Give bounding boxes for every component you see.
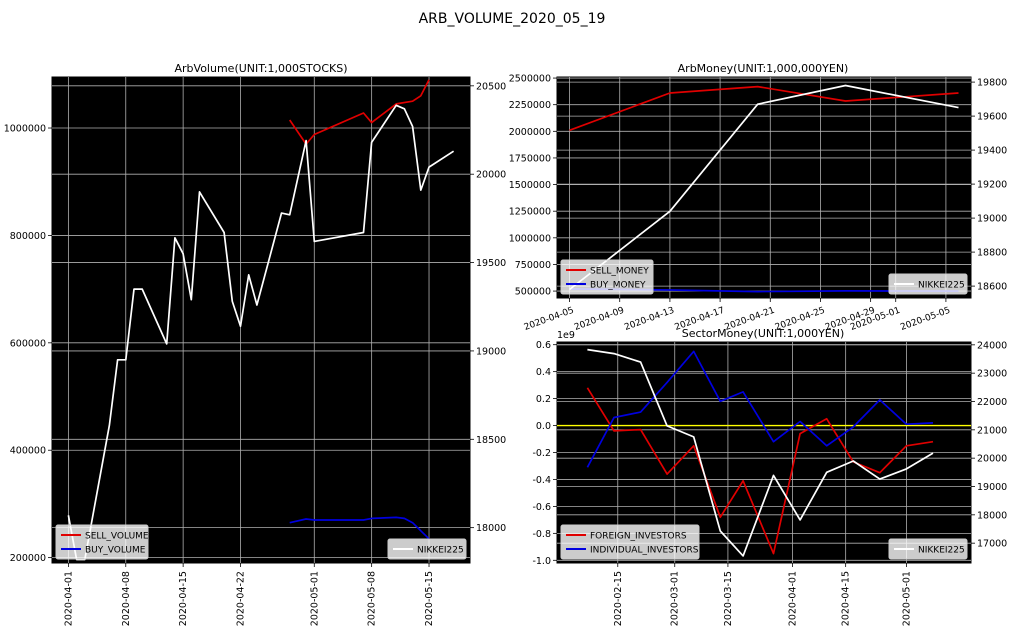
arbmoney-y2tick-label: 18800 bbox=[977, 248, 1007, 259]
arbmoney-series-nikkei225 bbox=[568, 84, 959, 291]
arbvolume-xtick-label: 2020-04-08 bbox=[121, 571, 132, 626]
arbmoney-legend-label: SELL_MONEY bbox=[590, 267, 649, 277]
arbmoney-y2tick-label: 18600 bbox=[977, 282, 1007, 293]
sectormoney-ytick-label: -0.4 bbox=[532, 475, 551, 486]
arbmoney-xtick-label: 2020-04-09 bbox=[573, 306, 626, 333]
arbmoney-ytick-label: 2000000 bbox=[509, 127, 551, 138]
sectormoney-y2tick-label: 23000 bbox=[977, 369, 1007, 380]
arbvolume-xtick-label: 2020-04-22 bbox=[236, 571, 247, 626]
arbmoney-y2tick-label: 19000 bbox=[977, 214, 1007, 225]
arbmoney-xtick-label: 2020-04-05 bbox=[523, 306, 576, 333]
sectormoney-ytick-label: 0.4 bbox=[536, 367, 551, 378]
arbmoney-panel: ArbMoney(UNIT:1,000,000YEN) 2020-04-0520… bbox=[509, 62, 1008, 333]
sectormoney-y2tick-label: 19000 bbox=[977, 482, 1007, 493]
arbmoney-y2tick-label: 19200 bbox=[977, 180, 1007, 191]
arbvolume-y2tick-label: 18000 bbox=[476, 523, 506, 534]
arbvolume-y2tick-label: 20500 bbox=[476, 81, 506, 92]
sectormoney-xtick-label: 2020-03-15 bbox=[723, 571, 734, 626]
arbmoney-ytick-label: 750000 bbox=[515, 260, 551, 271]
arbvolume-xtick-label: 2020-05-15 bbox=[424, 571, 435, 626]
sectormoney-y2tick-label: 17000 bbox=[977, 539, 1007, 550]
arbmoney-ytick-label: 2500000 bbox=[509, 74, 551, 85]
arbvolume-panel: ArbVolume(UNIT:1,000STOCKS) 2020-04-01 20… bbox=[4, 62, 507, 626]
arbvolume-ytick-label: 1000000 bbox=[4, 124, 46, 135]
arbvolume-plot-area bbox=[51, 76, 471, 564]
arbvolume-legend-label: NIKKEI225 bbox=[417, 546, 464, 556]
arbvolume-y2tick-label: 18500 bbox=[476, 435, 506, 446]
arbmoney-xtick-label: 2020-05-05 bbox=[899, 306, 952, 333]
arbmoney-legend-label: NIKKEI225 bbox=[918, 281, 965, 291]
arbvolume-y2tick-label: 19500 bbox=[476, 258, 506, 269]
sectormoney-xtick-label: 2020-04-15 bbox=[841, 571, 852, 626]
sectormoney-panel: SectorMoney(UNIT:1,000YEN) 2020-02-15 202… bbox=[532, 327, 1007, 626]
figure-suptitle: ARB_VOLUME_2020_05_19 bbox=[419, 11, 606, 27]
arbmoney-legend-left bbox=[560, 259, 654, 295]
sectormoney-legend-right bbox=[888, 538, 968, 560]
arbmoney-y2tick-label: 19400 bbox=[977, 146, 1007, 157]
sectormoney-legend-label: NIKKEI225 bbox=[918, 546, 965, 556]
arbvolume-legend-label: SELL_VOLUME bbox=[85, 532, 149, 542]
arbvolume-ytick-label: 600000 bbox=[10, 338, 46, 349]
arbmoney-legend-right bbox=[888, 273, 968, 295]
sectormoney-y2tick-label: 18000 bbox=[977, 510, 1007, 521]
arbmoney-series-sell-money bbox=[569, 85, 959, 132]
sectormoney-ytick-label: -0.6 bbox=[532, 502, 551, 513]
sectormoney-ytick-label: -0.8 bbox=[532, 529, 551, 540]
arbvolume-xtick-label: 2020-04-01 bbox=[63, 571, 74, 626]
arbvolume-title: ArbVolume(UNIT:1,000STOCKS) bbox=[175, 62, 348, 75]
sectormoney-ytick-label: -1.0 bbox=[532, 556, 551, 567]
arbvolume-ytick-label: 200000 bbox=[10, 553, 46, 564]
arbvolume-legend-right bbox=[387, 538, 467, 560]
arbvolume-ytick-label: 800000 bbox=[10, 231, 46, 242]
arbmoney-legend-label: BUY_MONEY bbox=[590, 281, 646, 291]
sectormoney-legend-left bbox=[560, 524, 700, 560]
arbvolume-series-nikkei225 bbox=[67, 104, 455, 561]
sectormoney-legend-label: INDIVIDUAL_INVESTORS bbox=[590, 546, 699, 556]
sectormoney-ytick-label: 0.0 bbox=[536, 421, 551, 432]
sectormoney-y2tick-label: 21000 bbox=[977, 425, 1007, 436]
arbvolume-y2tick-label: 20000 bbox=[476, 170, 506, 181]
sectormoney-y2tick-label: 22000 bbox=[977, 397, 1007, 408]
arbmoney-y2tick-label: 19800 bbox=[977, 78, 1007, 89]
sectormoney-series-nikkei225 bbox=[587, 348, 934, 557]
arbvolume-xtick-label: 2020-05-08 bbox=[367, 571, 378, 626]
arbvolume-y2tick-label: 19000 bbox=[476, 346, 506, 357]
sectormoney-xtick-label: 2020-05-01 bbox=[901, 571, 912, 626]
sectormoney-xtick-label: 2020-03-01 bbox=[670, 571, 681, 626]
sectormoney-y2tick-label: 24000 bbox=[977, 340, 1007, 351]
arbvolume-series-sell-volume bbox=[288, 79, 430, 145]
sectormoney-title: SectorMoney(UNIT:1,000YEN) bbox=[682, 327, 845, 340]
arbmoney-ytick-label: 1250000 bbox=[509, 207, 551, 218]
arbmoney-xtick-label: 2020-04-13 bbox=[623, 306, 676, 333]
arbvolume-legend-left bbox=[55, 524, 149, 560]
sectormoney-ytick-label: 0.6 bbox=[536, 340, 551, 351]
arbmoney-ytick-label: 1000000 bbox=[509, 233, 551, 244]
arbmoney-title: ArbMoney(UNIT:1,000,000YEN) bbox=[678, 62, 849, 75]
arbvolume-ytick-label: 400000 bbox=[10, 446, 46, 457]
sectormoney-y2tick-label: 20000 bbox=[977, 454, 1007, 465]
sectormoney-xtick-label: 2020-02-15 bbox=[613, 571, 624, 626]
sectormoney-xtick-label: 2020-04-01 bbox=[787, 571, 798, 626]
arbmoney-y2tick-label: 19600 bbox=[977, 112, 1007, 123]
arbvolume-legend-label: BUY_VOLUME bbox=[85, 546, 146, 556]
arbvolume-xtick-label: 2020-04-15 bbox=[178, 571, 189, 626]
arbmoney-ytick-label: 500000 bbox=[515, 287, 551, 298]
sectormoney-series-individual-investors bbox=[586, 350, 934, 468]
arbvolume-xtick-label: 2020-05-01 bbox=[309, 571, 320, 626]
arbmoney-ytick-label: 1750000 bbox=[509, 153, 551, 164]
sectormoney-ytick-label: 0.2 bbox=[536, 394, 551, 405]
arbmoney-ytick-label: 2250000 bbox=[509, 100, 551, 111]
sectormoney-yoffset-label: 1e9 bbox=[557, 330, 575, 341]
sectormoney-ytick-label: -0.2 bbox=[532, 448, 551, 459]
arbvolume-series-buy-volume bbox=[289, 516, 430, 540]
sectormoney-legend-label: FOREIGN_INVESTORS bbox=[590, 532, 687, 542]
arbmoney-ytick-label: 1500000 bbox=[509, 180, 551, 191]
